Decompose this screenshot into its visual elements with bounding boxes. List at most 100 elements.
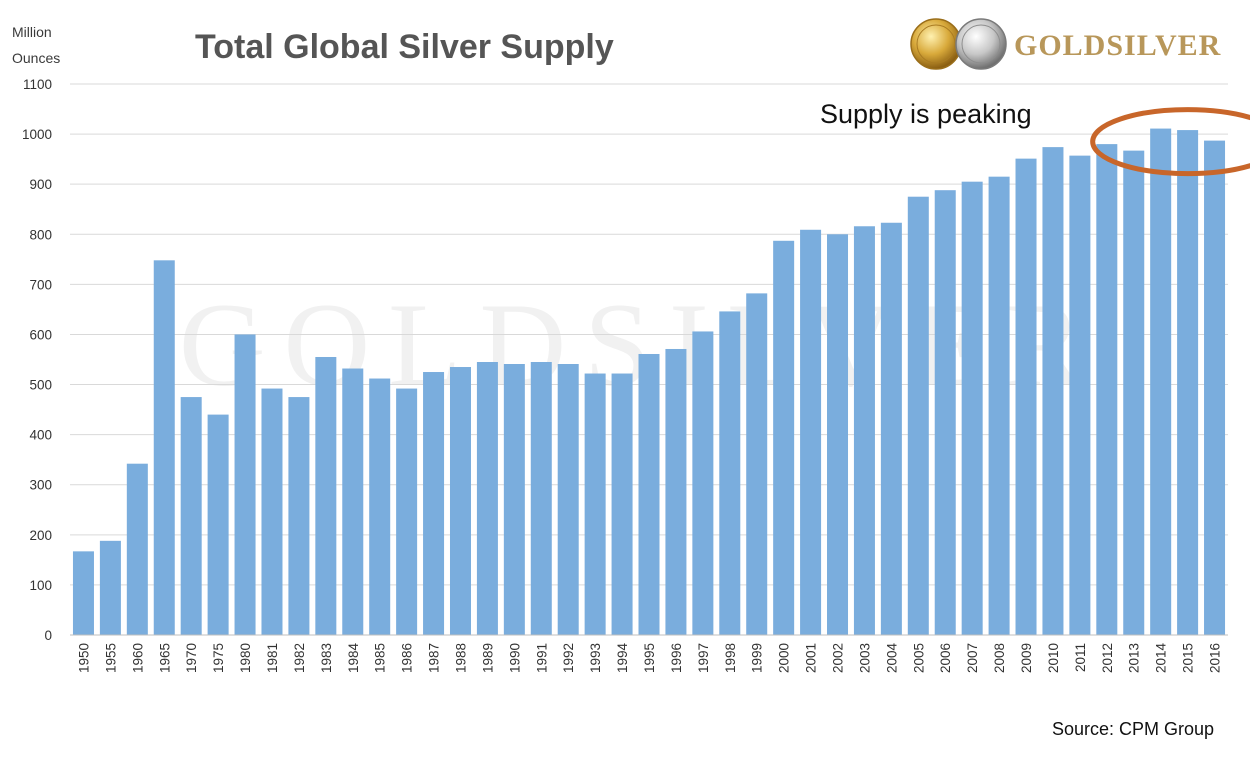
y-tick-label: 100 [29,578,52,593]
bar-1980 [234,334,256,635]
x-tick-label: 1982 [292,643,307,673]
bar-1990 [503,364,525,635]
bar-1975 [207,414,229,635]
bar-2012 [1096,144,1118,636]
x-tick-label: 1989 [480,643,495,673]
y-axis-label-line-1: Million [12,24,52,40]
y-tick-label: 800 [29,227,52,242]
annotation-text: Supply is peaking [820,99,1032,129]
bar-1955 [99,540,121,635]
bar-1993 [584,373,606,635]
x-tick-label: 2012 [1100,643,1115,673]
x-tick-label: 1991 [534,643,549,673]
y-tick-label: 300 [29,478,52,493]
bar-2008 [988,176,1010,635]
bar-1988 [449,367,471,635]
gold-coin-icon [910,18,962,70]
x-tick-label: 1975 [211,643,226,673]
x-tick-label: 1960 [130,643,145,673]
bar-1985 [369,378,391,635]
bar-1986 [396,388,418,635]
x-tick-label: 1988 [453,643,468,673]
bar-1999 [746,293,768,635]
bar-1995 [638,353,660,635]
x-tick-label: 1985 [373,643,388,673]
x-tick-label: 1996 [669,643,684,673]
gold-coin-inner-ring [916,24,956,64]
bar-2015 [1177,130,1199,636]
x-tick-label: 1990 [507,643,522,673]
brand-logo: GOLDSILVER [910,18,1221,70]
bar-2013 [1123,150,1145,635]
bar-2005 [907,196,929,636]
bar-1983 [315,356,337,635]
y-axis-label-line-2: Ounces [12,50,60,66]
bar-1987 [423,372,445,635]
x-tick-label: 1984 [346,643,361,674]
x-tick-label: 2015 [1181,643,1196,673]
bars [72,128,1226,636]
y-tick-label: 1000 [22,127,52,142]
bar-2016 [1204,140,1226,635]
bar-1992 [557,364,579,635]
x-tick-label: 2006 [938,643,953,673]
x-tick-label: 1981 [265,643,280,673]
x-tick-label: 2001 [804,643,819,673]
x-tick-label: 1993 [588,643,603,673]
x-tick-label: 1955 [103,643,118,673]
x-tick-label: 1965 [157,643,172,673]
y-tick-label: 1100 [23,77,52,92]
y-tick-label: 200 [29,528,52,543]
x-tick-label: 2002 [831,643,846,673]
bar-2003 [853,226,875,635]
y-tick-label: 700 [29,277,52,292]
x-tick-label: 1995 [642,643,657,673]
bar-1997 [692,331,714,635]
bar-2004 [880,222,902,635]
x-tick-label: 1994 [615,643,630,674]
x-tick-label: 1970 [184,643,199,673]
x-tick-label: 1950 [76,643,91,673]
bar-1989 [476,362,498,635]
bar-1994 [611,373,633,635]
x-tick-label: 2010 [1046,643,1061,673]
bar-1965 [153,260,175,635]
bar-1998 [719,311,741,635]
bar-2007 [961,181,983,635]
bar-2001 [800,229,822,636]
x-tick-label: 1983 [319,643,334,673]
x-tick-label: 1986 [400,643,415,673]
bar-2006 [934,190,956,635]
bar-2009 [1015,158,1037,636]
silver-coin-icon [955,18,1007,70]
bar-1996 [665,348,687,635]
x-tick-label: 2009 [1019,643,1034,673]
brand-logo-text: GOLDSILVER [1014,29,1221,62]
x-tick-label: 2003 [857,643,872,673]
x-tick-label: 1999 [750,643,765,673]
x-tick-label: 2011 [1073,643,1088,672]
x-tick-label: 1997 [696,643,711,673]
x-tick-label: 2016 [1208,643,1223,673]
x-tick-label: 2014 [1154,643,1169,674]
x-tick-label: 1998 [723,643,738,673]
x-axis-ticks: 1950 1955 1960 1965 1970 1975 1980 1981 1982 1983… [76,643,1222,674]
bar-1960 [126,463,148,635]
bar-1981 [261,388,283,635]
highlight-ellipse [1090,107,1250,177]
silver-coin-inner-ring [961,24,1001,64]
x-tick-label: 2013 [1127,643,1142,673]
bar-1991 [530,362,552,635]
x-tick-label: 2004 [884,643,899,674]
x-tick-label: 2000 [777,643,792,673]
x-tick-label: 1980 [238,643,253,673]
chart-title: Total Global Silver Supply [195,28,614,66]
y-axis-ticks: 0 100 200 300 400 500 600 700 800 900 1000 1100 [22,77,52,643]
bar-2002 [827,234,849,636]
y-tick-label: 600 [29,327,52,342]
x-tick-label: 1992 [561,643,576,673]
y-tick-label: 900 [29,177,52,192]
source-note: Source: CPM Group [1052,719,1214,739]
